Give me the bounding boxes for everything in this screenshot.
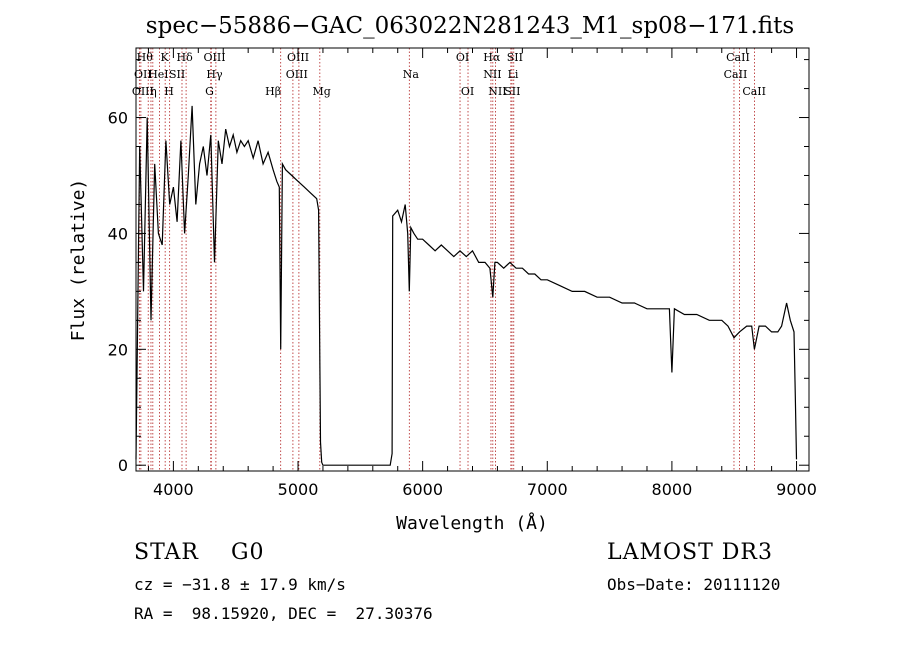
line-label: Mg <box>313 85 331 98</box>
y-tick-label: 60 <box>108 109 128 128</box>
redshift-text: cz = −31.8 ± 17.9 km/s <box>134 575 346 594</box>
line-label: Hδ <box>176 51 193 64</box>
line-label: HeI <box>148 68 168 81</box>
y-tick-label: 0 <box>118 456 128 475</box>
y-tick-label: 20 <box>108 340 128 359</box>
plot-frame <box>135 47 810 472</box>
x-tick-label: 6000 <box>402 480 443 499</box>
line-label: OI <box>456 51 469 64</box>
line-label: Hγ <box>206 68 223 81</box>
line-label: Li <box>508 68 519 81</box>
line-label: G <box>205 85 214 98</box>
survey-text: LAMOST DR3 <box>607 540 773 565</box>
line-label: K <box>161 51 170 64</box>
line-label: OIII <box>286 68 308 81</box>
chart-title: spec−55886−GAC_063022N281243_M1_sp08−171… <box>146 13 794 39</box>
y-axis: 0 20 40 60 <box>108 59 809 475</box>
x-axis: 4000 5000 6000 7000 8000 9000 <box>147 48 817 499</box>
x-tick-label: 5000 <box>278 480 319 499</box>
line-label: Hθ <box>137 51 154 64</box>
line-label: SII <box>504 85 520 98</box>
line-label: CaII <box>724 68 748 81</box>
y-tick-label: 40 <box>108 224 128 243</box>
line-label: SII <box>507 51 523 64</box>
classification-text: STAR G0 <box>134 540 265 565</box>
line-markers <box>138 48 755 471</box>
line-label: Na <box>403 68 420 81</box>
coordinates-text: RA = 98.15920, DEC = 27.30376 <box>134 604 433 623</box>
y-axis-label: Flux (relative) <box>68 179 89 342</box>
line-label: η <box>150 85 157 98</box>
line-label: Hα <box>483 51 501 64</box>
line-label: H <box>164 85 174 98</box>
line-label: NII <box>483 68 501 81</box>
x-tick-label: 8000 <box>652 480 693 499</box>
line-label: SII <box>169 68 185 81</box>
line-label: OII <box>134 68 152 81</box>
line-label: OIII <box>203 51 225 64</box>
x-tick-label: 7000 <box>527 480 568 499</box>
line-label: CaII <box>726 51 750 64</box>
line-label: NII <box>488 85 506 98</box>
line-label: CaII <box>742 85 766 98</box>
x-axis-label: Wavelength (Å) <box>396 512 548 534</box>
obs-date-text: Obs−Date: 20111120 <box>607 575 781 594</box>
line-label: Hβ <box>265 85 281 98</box>
x-tick-label: 9000 <box>776 480 817 499</box>
x-tick-label: 4000 <box>153 480 194 499</box>
spectrum-line <box>135 105 798 466</box>
line-label: OI <box>461 85 474 98</box>
